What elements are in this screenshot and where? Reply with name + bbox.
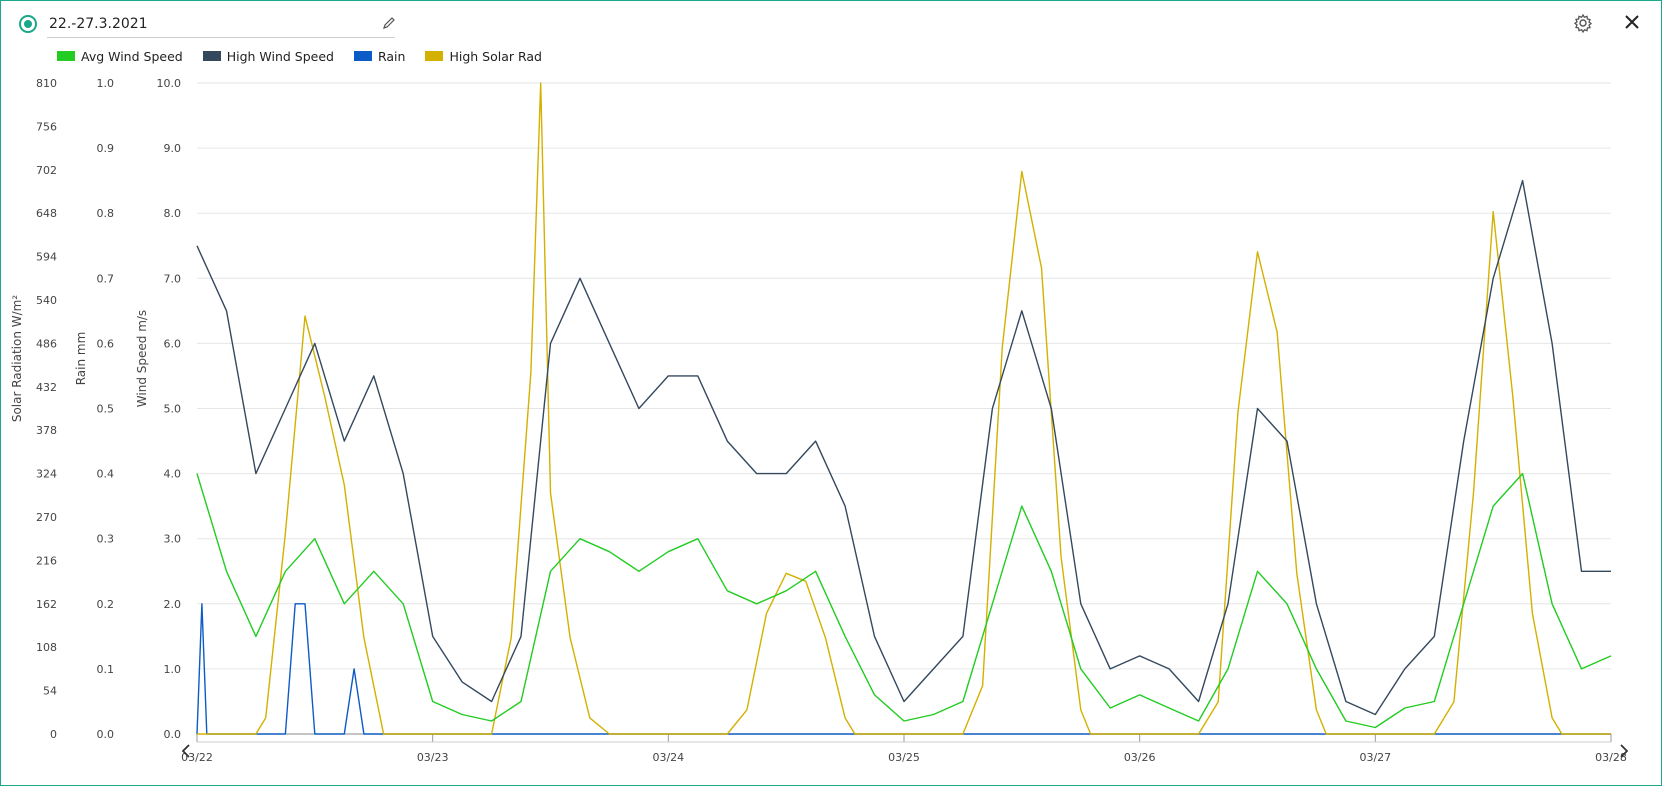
- wind-tick-label: 6.0: [164, 337, 182, 350]
- x-tick-label: 03/27: [1359, 751, 1391, 764]
- solar-tick-label: 378: [36, 424, 57, 437]
- chart-header: [15, 11, 1655, 39]
- solar-tick-label: 648: [36, 207, 57, 220]
- x-tick-label: 03/23: [417, 751, 449, 764]
- rain-tick-label: 0.2: [97, 598, 115, 611]
- legend-swatch-avg-wind: [57, 51, 75, 61]
- rain-tick-label: 0.7: [97, 272, 115, 285]
- solar-tick-label: 324: [36, 468, 57, 481]
- chart-legend: Avg Wind Speed High Wind Speed Rain High…: [57, 47, 542, 65]
- legend-item-rain[interactable]: Rain: [353, 47, 406, 65]
- wind-tick-label: 0.0: [164, 728, 182, 741]
- solar-tick-label: 108: [36, 641, 57, 654]
- legend-label-avg-wind: Avg Wind Speed: [81, 48, 183, 64]
- rain-tick-label: 0.3: [97, 533, 115, 546]
- x-tick-label: 03/26: [1124, 751, 1156, 764]
- x-tick-label: 03/24: [652, 751, 684, 764]
- rain-tick-label: 0.5: [97, 403, 115, 416]
- solar-tick-label: 540: [36, 294, 57, 307]
- rain-tick-label: 0.9: [97, 142, 115, 155]
- solar-tick-label: 756: [36, 120, 57, 133]
- legend-swatch-solar: [425, 51, 444, 61]
- x-tick-label: 03/22: [181, 751, 213, 764]
- x-tick-label: 03/25: [888, 751, 920, 764]
- rain-tick-label: 0.1: [97, 663, 115, 676]
- wind-tick-label: 7.0: [164, 272, 182, 285]
- avg-wind-line: [196, 472, 1612, 729]
- gear-icon[interactable]: [1573, 13, 1593, 33]
- wind-tick-label: 9.0: [164, 142, 182, 155]
- solar-tick-label: 0: [50, 728, 57, 741]
- legend-label-high-wind: High Wind Speed: [226, 48, 334, 64]
- legend-item-avg-wind[interactable]: Avg Wind Speed: [57, 47, 183, 65]
- legend-label-solar: High Solar Rad: [449, 48, 542, 64]
- high-wind-line: [196, 179, 1611, 716]
- solar-tick-label: 486: [36, 337, 57, 350]
- solar-tick-label: 810: [36, 77, 57, 90]
- wind-tick-label: 4.0: [164, 468, 182, 481]
- legend-item-high-wind[interactable]: High Wind Speed: [202, 47, 334, 65]
- solar-tick-label: 54: [43, 685, 57, 698]
- rain-tick-label: 1.0: [97, 77, 115, 90]
- rain-tick-label: 0.6: [97, 337, 115, 350]
- wind-tick-label: 5.0: [164, 403, 182, 416]
- date-range-input[interactable]: [47, 11, 395, 38]
- pencil-icon[interactable]: [381, 15, 397, 31]
- legend-swatch-rain: [353, 51, 372, 61]
- chart-plot: 0 54 108 162 216 270 324 378 432 486 540 594 648 702 7…: [10, 77, 1629, 764]
- solar-tick-label: 702: [36, 164, 57, 177]
- solar-tick-label: 432: [36, 381, 57, 394]
- wind-tick-label: 1.0: [164, 663, 182, 676]
- solar-tick-label: 162: [36, 598, 57, 611]
- rain-axis-title: Rain mm: [74, 332, 88, 386]
- x-tick-label: 03/28: [1595, 751, 1627, 764]
- solar-axis-title: Solar Radiation W/m²: [10, 295, 24, 423]
- wind-tick-label: 3.0: [164, 533, 182, 546]
- solar-tick-label: 594: [36, 251, 57, 264]
- rain-tick-label: 0.8: [97, 207, 115, 220]
- wind-tick-label: 8.0: [164, 207, 182, 220]
- chevron-left-icon[interactable]: [181, 744, 190, 758]
- wind-tick-label: 2.0: [164, 598, 182, 611]
- wind-tick-label: 10.0: [157, 77, 182, 90]
- close-icon[interactable]: [1623, 13, 1641, 31]
- legend-swatch-high-wind: [202, 51, 221, 61]
- wind-axis-title: Wind Speed m/s: [135, 310, 149, 407]
- rain-tick-label: 0.4: [97, 468, 115, 481]
- legend-item-solar[interactable]: High Solar Rad: [425, 47, 542, 65]
- legend-label-rain: Rain: [377, 48, 406, 64]
- radio-selected-icon[interactable]: [19, 15, 37, 33]
- solar-tick-label: 270: [36, 511, 57, 524]
- chevron-right-icon[interactable]: [1620, 744, 1629, 758]
- rain-tick-label: 0.0: [97, 728, 115, 741]
- solar-line: [197, 82, 1611, 735]
- solar-tick-label: 216: [36, 554, 57, 567]
